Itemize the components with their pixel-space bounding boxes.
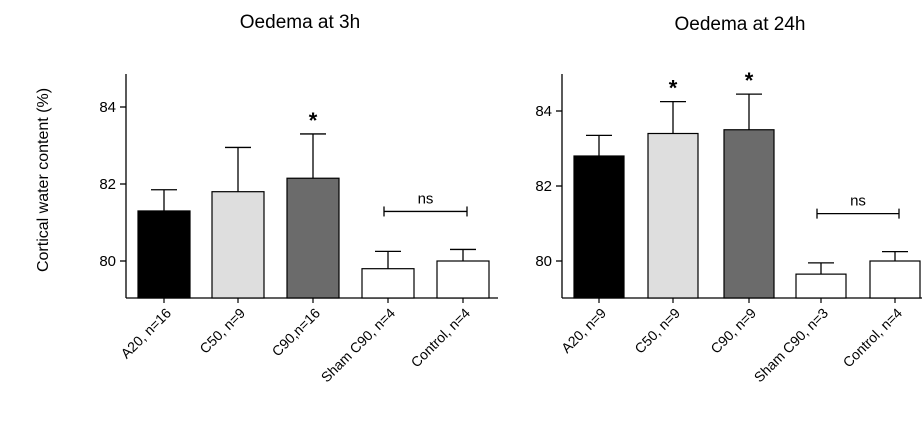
ns-label: ns	[850, 193, 866, 210]
x-tick-label: C90, n=9	[707, 305, 759, 357]
y-tick-label: 82	[535, 178, 552, 195]
bar	[795, 273, 847, 299]
bar	[723, 129, 775, 299]
bar	[137, 210, 191, 299]
x-tick-label: Control, n=4	[408, 305, 474, 371]
y-tick-label: 82	[99, 176, 116, 193]
chart-title: Oedema at 3h	[240, 12, 360, 33]
x-tick-label: A20, n=9	[558, 305, 609, 356]
chart-panel-3h: Oedema at 3h 80 82 84 A20, n=16 C50, n=9 C90,n…	[99, 12, 498, 385]
bar	[436, 260, 490, 299]
bar	[361, 268, 415, 299]
y-tick-label: 80	[535, 253, 552, 270]
significance-star: *	[309, 108, 318, 133]
chart-title: Oedema at 24h	[675, 14, 806, 35]
y-tick-label: 80	[99, 253, 116, 270]
y-axis-label: Cortical water content (%)	[35, 88, 52, 272]
x-tick-label: C50, n=9	[196, 305, 248, 357]
bar	[869, 260, 921, 299]
bar	[286, 177, 340, 299]
ns-label: ns	[418, 190, 434, 207]
x-tick-label: Control, n=4	[840, 305, 906, 371]
y-tick-label: 84	[99, 99, 116, 116]
bar	[211, 191, 265, 299]
significance-star: *	[669, 76, 678, 101]
x-tick-label: Sham C90, n=3	[751, 305, 832, 386]
x-tick-label: C50, n=9	[631, 305, 683, 357]
significance-star: *	[745, 68, 754, 93]
x-tick-label: A20, n=16	[117, 305, 174, 362]
x-tick-label: C90,n=16	[269, 305, 324, 360]
y-tick-label: 84	[535, 103, 552, 120]
bar	[573, 155, 625, 299]
x-tick-label: Sham C90, n=4	[318, 305, 399, 386]
chart-panel-24h: Oedema at 24h 80 82 84 A20, n=9 C50, n=9 C90, …	[535, 14, 922, 385]
bar	[647, 132, 699, 299]
